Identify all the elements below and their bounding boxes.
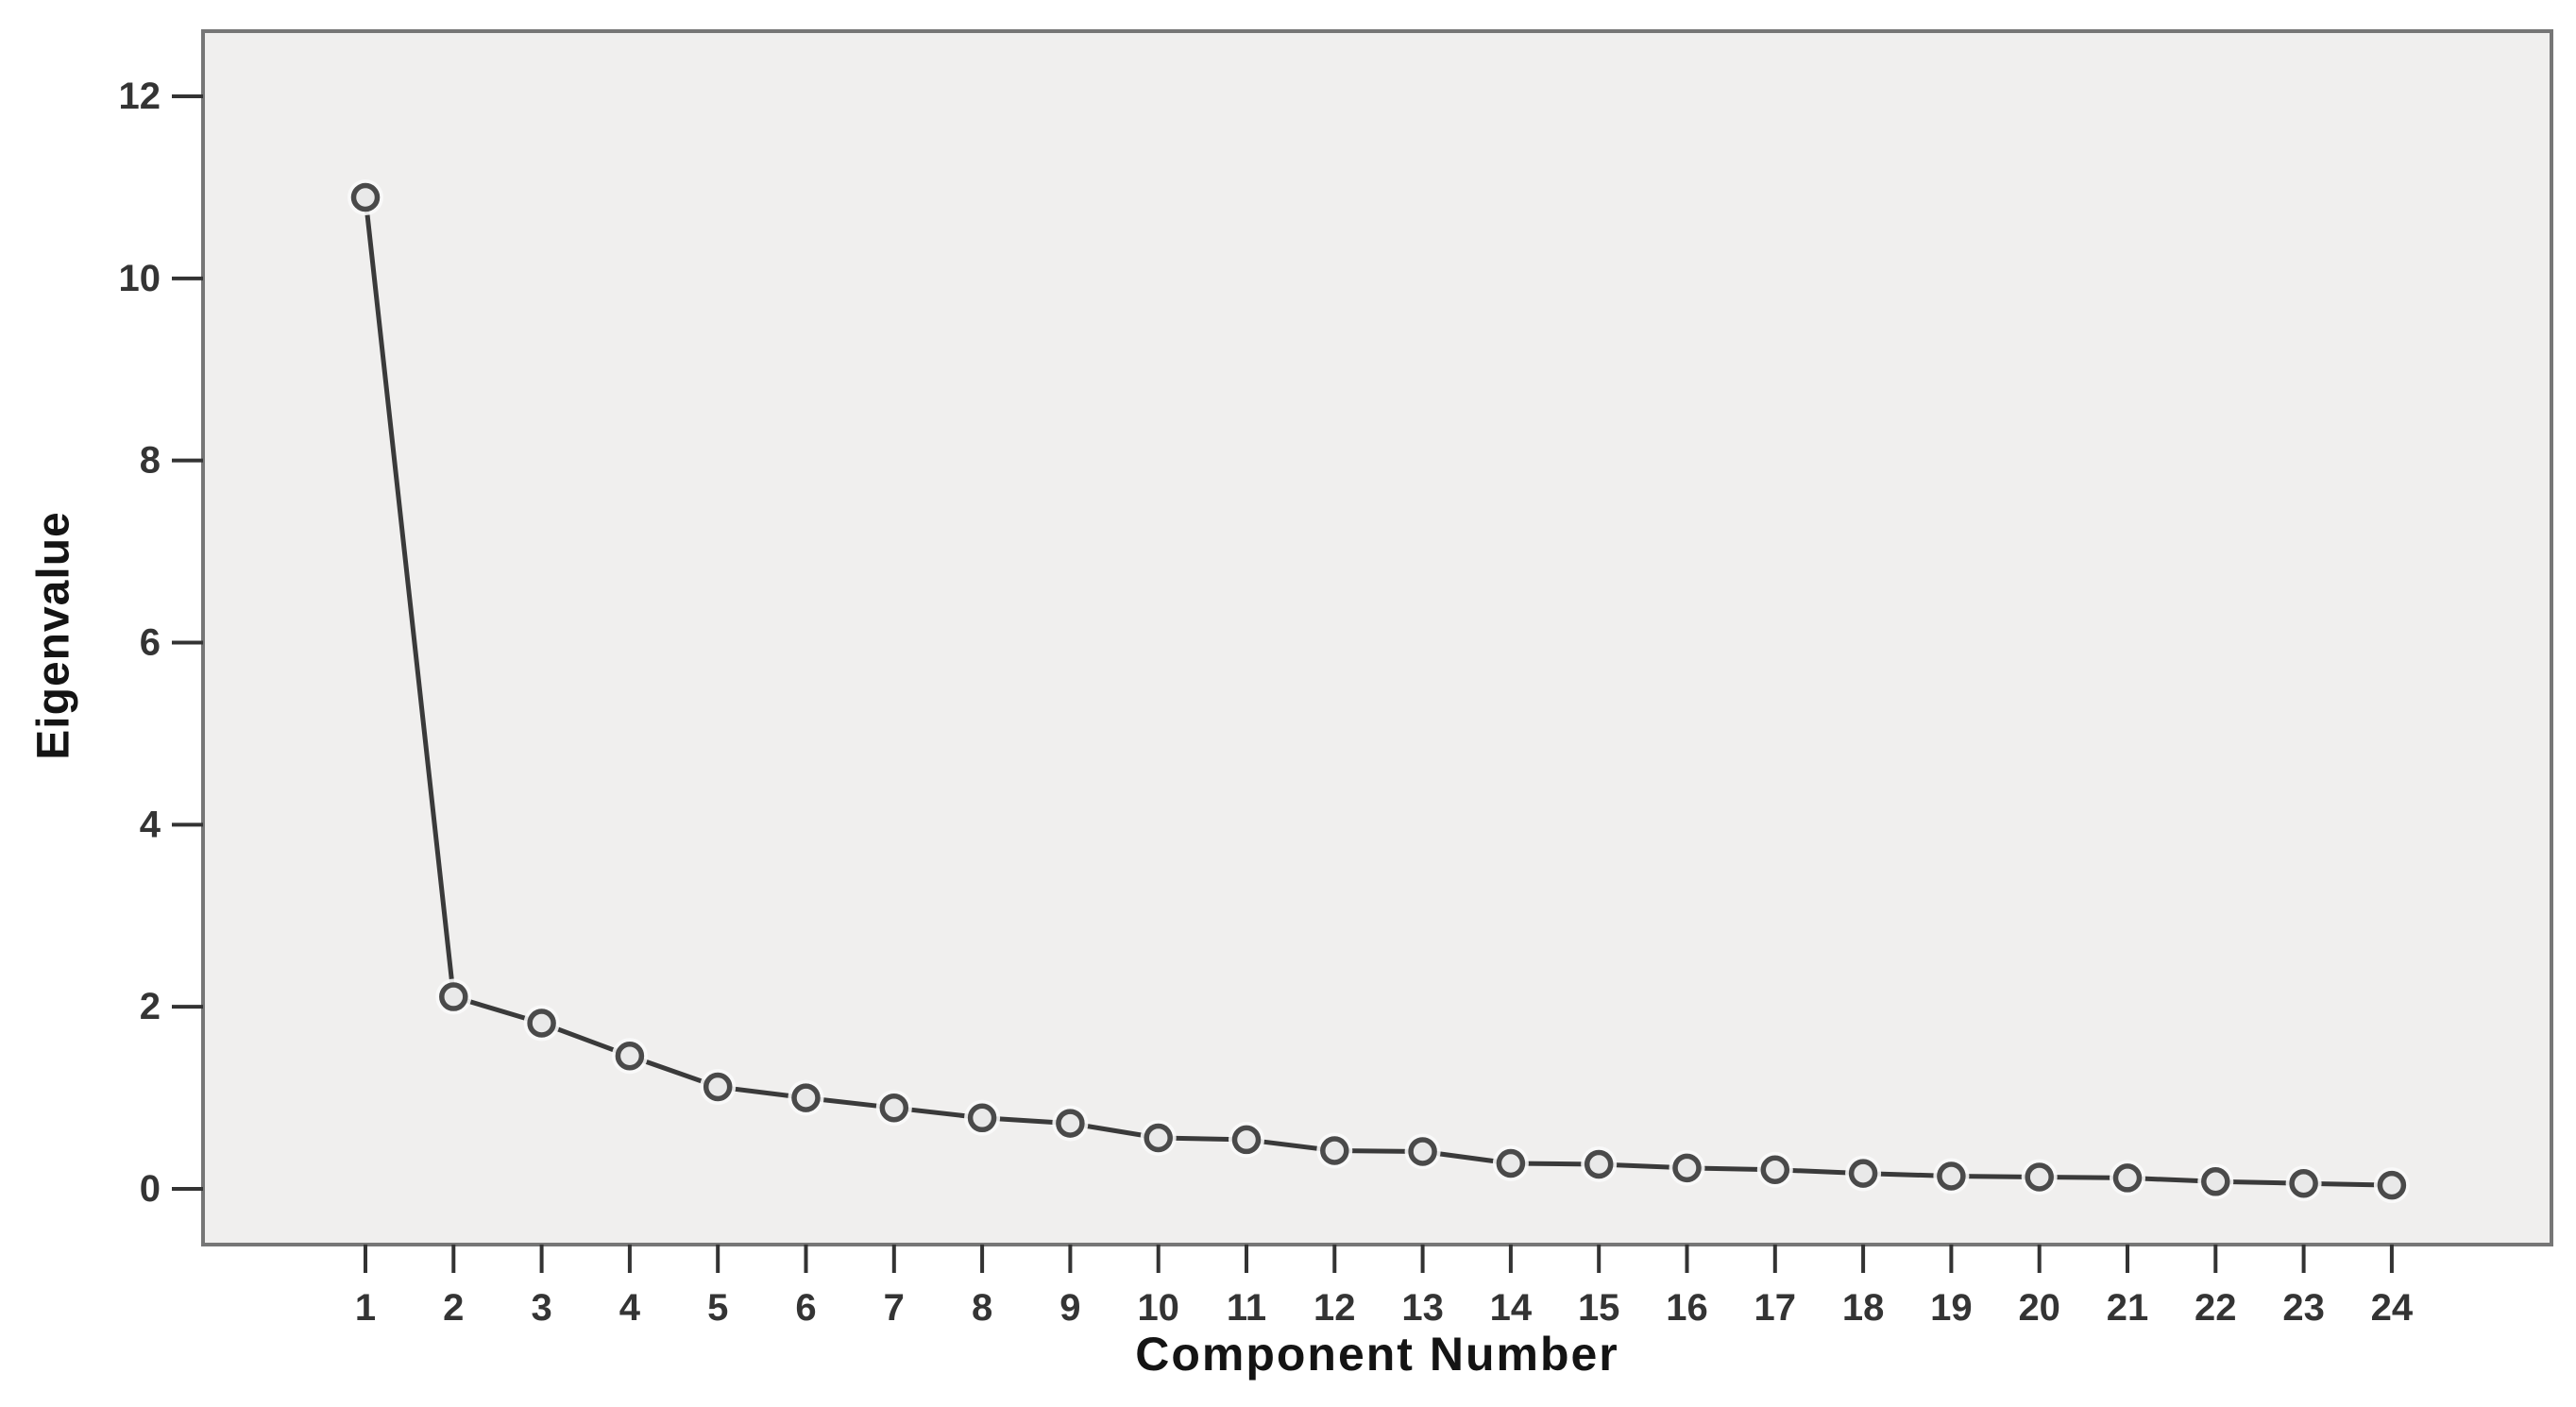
data-point-component-4 (615, 1041, 645, 1071)
x-tick-label: 14 (1490, 1287, 1533, 1329)
y-tick-label: 4 (140, 804, 161, 845)
data-point-component-20 (2025, 1162, 2054, 1192)
data-point-component-15 (1584, 1149, 1614, 1179)
data-point-component-2 (439, 982, 468, 1011)
x-tick-label: 9 (1059, 1287, 1080, 1329)
x-tick-label: 19 (1930, 1287, 1973, 1329)
x-tick-label: 2 (443, 1287, 464, 1329)
x-tick-label: 11 (1227, 1287, 1266, 1329)
x-tick-label: 23 (2282, 1287, 2325, 1329)
data-point-component-14 (1496, 1148, 1526, 1178)
x-tick-label: 21 (2107, 1287, 2149, 1329)
data-point-component-9 (1056, 1109, 1085, 1138)
x-tick-label: 8 (972, 1287, 992, 1329)
data-point-component-3 (527, 1009, 556, 1038)
data-point-component-23 (2289, 1168, 2318, 1198)
y-axis-title: Eigenvalue (28, 511, 79, 760)
x-tick-label: 13 (1401, 1287, 1444, 1329)
data-point-component-24 (2377, 1170, 2407, 1200)
y-tick-label: 2 (140, 986, 161, 1027)
x-tick-label: 15 (1578, 1287, 1620, 1329)
x-tick-label: 5 (707, 1287, 728, 1329)
x-tick-label: 16 (1666, 1287, 1708, 1329)
x-tick-label: 22 (2195, 1287, 2237, 1329)
data-point-component-18 (1848, 1159, 1878, 1188)
data-point-component-6 (791, 1083, 821, 1112)
plot-area (201, 29, 2553, 1246)
data-point-component-5 (703, 1072, 733, 1102)
x-tick-label: 17 (1754, 1287, 1797, 1329)
x-tick-label: 10 (1137, 1287, 1179, 1329)
data-point-component-13 (1408, 1137, 1437, 1166)
y-tick-label: 12 (119, 76, 161, 117)
x-tick-label: 12 (1313, 1287, 1356, 1329)
y-tick-label: 8 (140, 440, 161, 482)
data-point-component-1 (350, 182, 381, 212)
x-axis-title: Component Number (1135, 1328, 1619, 1381)
y-tick-label: 10 (119, 258, 161, 299)
x-tick-label: 18 (1842, 1287, 1885, 1329)
y-tick-label: 6 (140, 621, 161, 663)
x-tick-label: 6 (795, 1287, 816, 1329)
x-tick-label: 7 (884, 1287, 905, 1329)
x-tick-label: 1 (355, 1287, 376, 1329)
x-tick-label: 4 (619, 1287, 641, 1329)
x-tick-label: 24 (2371, 1287, 2414, 1329)
data-point-component-17 (1760, 1155, 1790, 1185)
data-point-component-22 (2201, 1167, 2230, 1196)
y-tick-label: 0 (140, 1168, 161, 1210)
x-tick-label: 20 (2018, 1287, 2060, 1329)
data-point-component-7 (879, 1093, 909, 1123)
data-point-component-19 (1937, 1161, 1966, 1191)
data-point-component-16 (1672, 1153, 1702, 1183)
data-point-component-8 (967, 1103, 997, 1133)
data-point-component-11 (1231, 1125, 1262, 1155)
x-tick-label: 3 (531, 1287, 551, 1329)
data-point-component-12 (1320, 1136, 1349, 1165)
data-point-component-21 (2112, 1163, 2143, 1193)
data-point-component-10 (1144, 1123, 1173, 1153)
